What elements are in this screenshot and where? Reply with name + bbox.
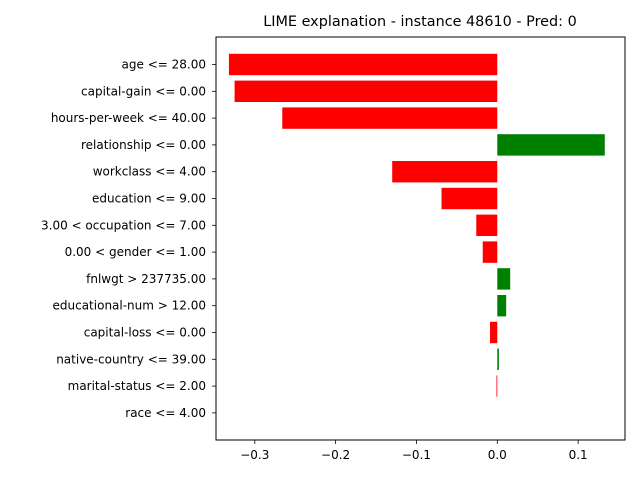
x-tick-label: −0.2 [321, 448, 350, 462]
y-tick-label: workclass <= 4.00 [93, 165, 206, 179]
bar-5 [441, 187, 498, 210]
y-tick-label: marital-status <= 2.00 [68, 379, 206, 393]
x-tick-label: −0.3 [240, 448, 269, 462]
bar-11 [497, 348, 499, 370]
y-tick-label: capital-loss <= 0.00 [84, 326, 206, 340]
y-tick-label: relationship <= 0.00 [81, 138, 206, 152]
x-tick-label: 0.1 [569, 448, 588, 462]
y-tick-label: capital-gain <= 0.00 [81, 84, 206, 98]
y-tick-label: 0.00 < gender <= 1.00 [65, 245, 206, 259]
chart-title: LIME explanation - instance 48610 - Pred… [263, 14, 577, 30]
x-tick-label: −0.1 [402, 448, 431, 462]
bar-0 [228, 53, 498, 76]
bar-12 [496, 375, 498, 397]
bar-4 [392, 161, 498, 183]
bar-6 [476, 214, 498, 236]
bar-8 [497, 268, 511, 290]
plot-area-frame [215, 36, 626, 441]
y-tick-label: age <= 28.00 [122, 58, 206, 72]
bar-10 [490, 321, 498, 344]
y-tick-label: fnlwgt > 237735.00 [86, 272, 206, 286]
y-tick-label: education <= 9.00 [92, 192, 206, 206]
x-axis-ticks: −0.3 −0.2 −0.1 0.0 0.1 [240, 440, 588, 462]
bars-group [228, 53, 605, 397]
y-tick-label: hours-per-week <= 40.00 [51, 111, 206, 125]
y-tick-label: 3.00 < occupation <= 7.00 [41, 218, 206, 232]
bar-2 [282, 107, 498, 129]
bar-1 [234, 80, 498, 102]
y-tick-label: educational-num > 12.00 [53, 299, 207, 313]
bar-9 [497, 295, 507, 317]
bar-3 [497, 134, 605, 156]
y-axis-ticks: age <= 28.00 capital-gain <= 0.00 hours-pe… [41, 58, 216, 420]
y-tick-label: native-country <= 39.00 [56, 352, 206, 366]
x-tick-label: 0.0 [488, 448, 507, 462]
y-tick-label: race <= 4.00 [125, 406, 206, 420]
bar-7 [482, 241, 498, 263]
